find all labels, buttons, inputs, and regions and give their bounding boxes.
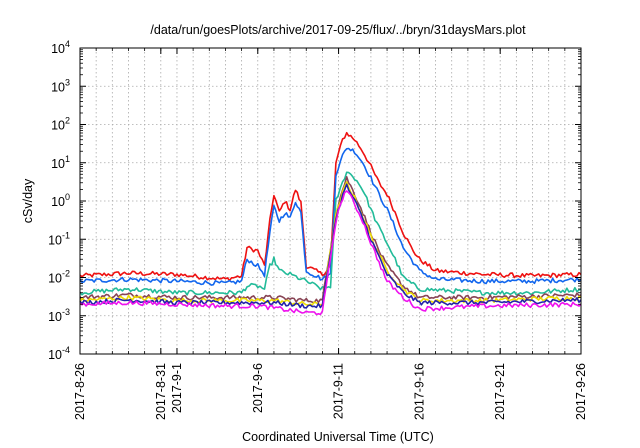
x-tick-label: 2017-9-11 xyxy=(332,363,346,419)
y-tick-label: 104 xyxy=(51,39,70,56)
y-tick-label: 10-3 xyxy=(48,307,70,324)
x-tick-label: 2017-9-1 xyxy=(170,363,184,413)
x-tick-label: 2017-9-21 xyxy=(493,363,507,420)
ticks xyxy=(79,47,582,355)
plot-frame xyxy=(79,47,582,355)
series-group xyxy=(79,131,582,316)
y-tick-label: 100 xyxy=(51,192,70,209)
x-tick-labels: 2017-8-26 2017-8-31 2017-9-1 2017-9-6 2017-9… xyxy=(73,363,588,420)
x-axis-label: Coordinated Universal Time (UTC) xyxy=(242,430,434,444)
x-tick-label: 2017-9-16 xyxy=(412,363,426,420)
x-tick-label: 2017-8-31 xyxy=(154,363,168,420)
y-tick-label: 102 xyxy=(51,116,70,133)
x-tick-label: 2017-8-26 xyxy=(73,363,87,420)
x-tick-label: 2017-9-6 xyxy=(251,363,265,413)
series-line-3 xyxy=(79,171,582,296)
y-tick-label: 10-2 xyxy=(48,269,70,286)
y-tick-label: 10-1 xyxy=(48,230,70,247)
series-line-7 xyxy=(79,190,582,316)
series-line-2 xyxy=(79,147,582,286)
y-axis-label: cSv/day xyxy=(21,178,35,223)
y-tick-labels: 10-4 10-3 10-2 10-1 100 101 102 103 104 xyxy=(48,39,70,362)
y-tick-label: 103 xyxy=(51,77,70,94)
y-tick-label: 101 xyxy=(51,154,70,171)
grid xyxy=(80,48,581,354)
x-tick-label: 2017-9-26 xyxy=(574,363,588,420)
chart-title: /data/run/goesPlots/archive/2017-09-25/f… xyxy=(150,23,526,37)
y-tick-label: 10-4 xyxy=(48,345,70,362)
